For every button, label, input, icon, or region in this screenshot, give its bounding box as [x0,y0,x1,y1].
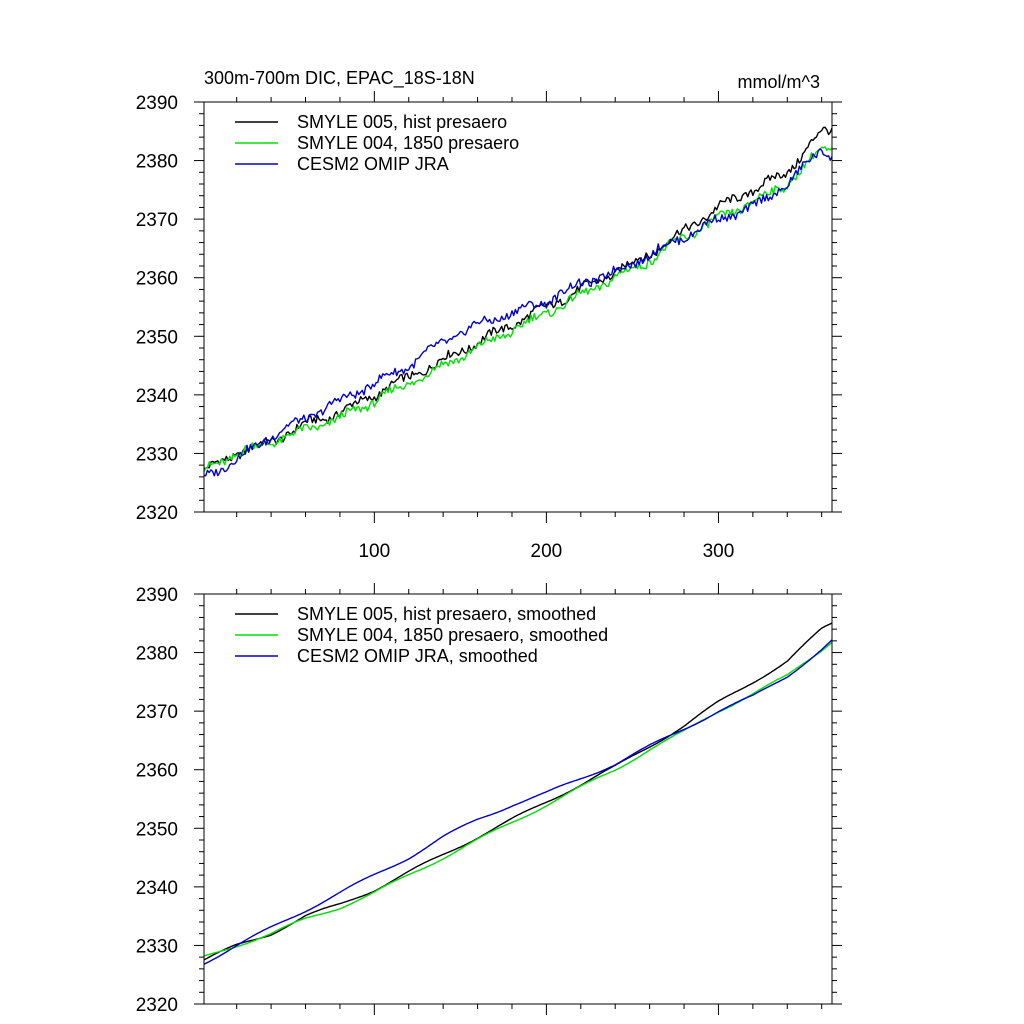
legend-label: SMYLE 004, 1850 presaero [297,133,519,153]
x-tick-label: 100 [358,541,390,562]
legend-label: CESM2 OMIP JRA, smoothed [297,646,538,666]
legend-label: SMYLE 005, hist presaero [297,112,507,132]
y-tick-label: 2390 [136,93,178,114]
series-line-3 [203,148,833,477]
series-line-1 [203,622,833,961]
y-tick-label: 2350 [136,819,178,840]
series-line-1 [203,126,833,470]
top-chart: 2320 2330 2340 2350 2360 2370 2380 2390 100 200 30… [136,68,842,562]
y-tick-label: 2390 [136,585,178,606]
y-tick-label: 2330 [136,936,178,957]
series-line-2 [203,146,833,473]
y-tick-label: 2350 [136,327,178,348]
legend-label: SMYLE 005, hist presaero, smoothed [297,604,596,624]
y-tick-label: 2360 [136,761,178,782]
y-tick-label: 2340 [136,386,178,407]
chart-units: mmol/m^3 [738,72,820,92]
plot-frame [203,101,833,513]
plot-frame [203,593,833,1005]
y-tick-label: 2380 [136,152,178,173]
y-tick-label: 2340 [136,878,178,899]
bottom-chart: 2320 2330 2340 2350 2360 2370 2380 2390 SMYLE 00… [136,583,842,1016]
x-tick-label: 300 [703,541,735,562]
y-tick-label: 2320 [136,503,178,524]
y-tick-label: 2320 [136,995,178,1016]
y-tick-label: 2370 [136,702,178,723]
y-tick-label: 2330 [136,444,178,465]
series-line-2 [203,641,833,957]
chart-title: 300m-700m DIC, EPAC_18S-18N [204,68,475,89]
y-tick-label: 2370 [136,210,178,231]
legend-label: CESM2 OMIP JRA [297,154,449,174]
series-line-3 [203,639,833,965]
y-tick-label: 2360 [136,269,178,290]
y-tick-label: 2380 [136,644,178,665]
x-tick-label: 200 [531,541,563,562]
legend-label: SMYLE 004, 1850 presaero, smoothed [297,625,608,645]
